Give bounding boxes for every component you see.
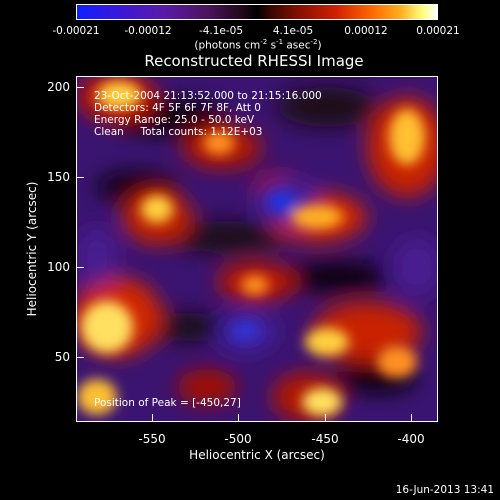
colorbar-tick-label: -0.00012	[124, 25, 172, 37]
rhessi-image-plot	[76, 76, 438, 422]
info-detectors: Detectors: 4F 5F 6F 7F 8F, Att 0	[94, 102, 261, 114]
colorbar-tick-label: 0.00021	[416, 25, 460, 37]
info-energy-range: Energy Range: 25.0 - 50.0 keV	[94, 114, 255, 126]
y-tick-label: 50	[54, 350, 70, 364]
colorbar-tick-label: -4.1e-05	[198, 25, 244, 37]
y-tick-label: 100	[47, 260, 70, 274]
y-tick-mark	[77, 177, 84, 178]
y-tick-mark	[77, 357, 84, 358]
info-clean-counts: Clean Total counts: 1.12E+03	[94, 126, 263, 138]
colorbar-tick-label: -0.00021	[52, 25, 100, 37]
y-tick-mark	[77, 267, 84, 268]
x-tick-label: -500	[224, 432, 252, 446]
info-peak-position: Position of Peak = [-450,27]	[94, 397, 241, 409]
x-tick-mark	[325, 414, 326, 421]
colorbar-tick-label: 4.1e-05	[272, 25, 314, 37]
y-tick-mark	[77, 87, 84, 88]
colorbar-units: (photons cm-2 s-1 asec-2)	[194, 38, 322, 52]
x-tick-mark	[152, 414, 153, 421]
image-title: Reconstructed RHESSI Image	[144, 52, 364, 70]
x-tick-label: -450	[311, 432, 339, 446]
rhessi-image-map	[77, 77, 437, 421]
x-tick-label: -400	[397, 432, 425, 446]
colorbar	[76, 4, 438, 20]
y-axis-label: Heliocentric Y (arcsec)	[25, 181, 39, 317]
x-tick-mark	[411, 414, 412, 421]
x-tick-label: -550	[138, 432, 166, 446]
info-time-range: 23-Oct-2004 21:13:52.000 to 21:15:16.000	[94, 90, 322, 102]
x-tick-mark	[238, 414, 239, 421]
x-axis-label: Heliocentric X (arcsec)	[189, 448, 325, 462]
colorbar-tick-label: 0.00012	[344, 25, 388, 37]
timestamp: 16-Jun-2013 13:41	[395, 484, 494, 496]
y-tick-label: 150	[47, 170, 70, 184]
y-tick-label: 200	[47, 80, 70, 94]
